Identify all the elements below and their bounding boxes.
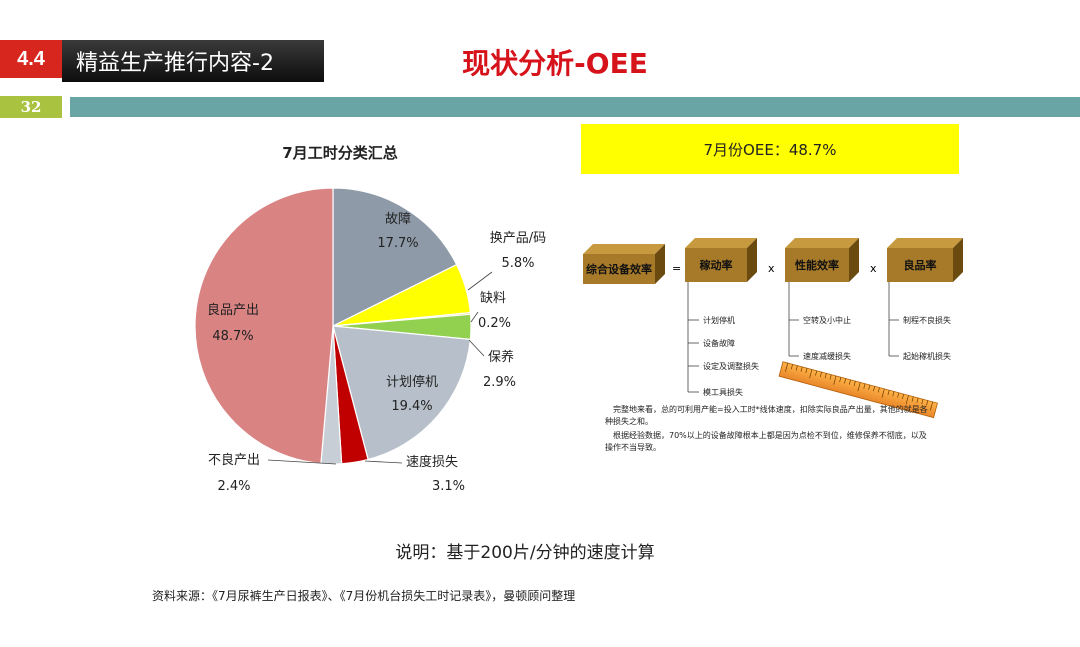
multiply-sign-2: x	[870, 262, 877, 275]
availability-item: 模工具损失	[703, 387, 743, 397]
page-title: 现状分析-OEE	[462, 47, 648, 80]
ruler-tick	[839, 377, 842, 383]
ruler-tick	[905, 395, 909, 405]
ruler-tick	[911, 396, 914, 402]
ruler-tick	[824, 373, 827, 379]
ruler-tick	[892, 391, 895, 397]
note-line: 根据经验数据，70%以上的设备故障根本上都是因为点检不到位，维修保养不彻底，以及	[613, 430, 927, 440]
oee-formula-diagram: 综合设备效率 = 稼动率 x 性能效率 x 良品率 计划停机 设备故障	[583, 238, 963, 452]
ruler-tick	[921, 399, 924, 405]
pie-slice	[332, 187, 458, 327]
leader-line	[267, 459, 337, 465]
oee-box: 综合设备效率	[583, 244, 665, 284]
quality-box-label: 良品率	[904, 258, 937, 272]
quality-item: 制程不良损失	[903, 315, 951, 325]
slice-value-label: 0.2%	[478, 316, 511, 331]
ruler-tick	[916, 397, 919, 403]
ruler-tick	[868, 384, 871, 390]
slice-value-label: 17.7%	[377, 236, 418, 251]
leader-line	[468, 339, 485, 357]
performance-box: 性能效率	[785, 238, 859, 282]
section-number-badge: 4.4	[0, 40, 62, 78]
slice-value-label: 48.7%	[212, 329, 253, 344]
source-text: 资料来源：《7月尿裤生产日报表》、《7月份机台损失工时记录表》，曼顿顾问整理	[152, 589, 576, 603]
slice-value-label: 19.4%	[391, 399, 432, 414]
ruler-image	[778, 361, 938, 419]
ruler-tick	[809, 369, 813, 379]
availability-box: 稼动率	[685, 238, 757, 282]
ruler-tick	[790, 364, 793, 370]
leader-line	[470, 311, 479, 323]
leader-line	[467, 271, 493, 291]
slice-name-label: 计划停机	[386, 374, 438, 390]
chart-title: 7月工时分类汇总	[282, 144, 398, 162]
section-title-bar: 精益生产推行内容-2	[62, 40, 324, 82]
pie-slice	[332, 325, 472, 461]
leader-line	[364, 460, 403, 464]
performance-box-label: 性能效率	[795, 258, 839, 272]
slice-name-label: 故障	[385, 212, 411, 227]
performance-item: 空转及小中止	[803, 315, 851, 325]
note-line: 操作不当导致。	[605, 442, 661, 452]
ruler-tick	[800, 366, 803, 372]
pie-chart: 故障 17.7% 换产品/码 5.8% 缺料 0.2% 保养 2.9% 计划停机 19.4% 速度损…	[194, 187, 546, 494]
ruler-tick	[926, 400, 929, 406]
explanation-text: 说明：基于200片/分钟的速度计算	[395, 543, 655, 563]
availability-item: 设备故障	[703, 338, 735, 348]
performance-item: 速度减缓损失	[803, 351, 851, 361]
slice-value-label: 3.1%	[432, 479, 465, 494]
slice-name-label: 速度损失	[406, 454, 458, 470]
note-line: 种损失之和。	[605, 416, 653, 426]
equals-sign: =	[672, 262, 681, 275]
slice-name-label: 缺料	[480, 291, 506, 306]
ruler-tick	[902, 393, 905, 399]
slice-value-label: 2.4%	[217, 479, 250, 494]
page-number: 32	[0, 96, 62, 118]
ruler-tick	[815, 370, 818, 376]
quality-box: 良品率	[887, 238, 963, 282]
ruler-tick	[819, 371, 822, 377]
ruler-tick	[853, 381, 856, 387]
availability-box-label: 稼动率	[700, 258, 733, 272]
ruler-tick	[887, 390, 890, 396]
slice-name-label: 换产品/码	[490, 231, 546, 246]
ruler-tick	[844, 378, 847, 384]
ruler-tick	[877, 387, 880, 393]
ruler-tick	[829, 374, 832, 380]
oee-summary-box: 7月份OEE：48.7%	[581, 124, 959, 174]
note-line: 完整地来看，总的可利用产能=投入工时*线体速度，扣除实际良品产出量，其他的就是各	[613, 404, 928, 414]
availability-item: 设定及调整损失	[703, 361, 759, 371]
slice-name-label: 良品产出	[207, 302, 259, 318]
header-divider	[70, 97, 1080, 117]
ruler-tick	[863, 383, 866, 389]
ruler-tick	[785, 362, 789, 372]
multiply-sign-1: x	[768, 262, 775, 275]
ruler-tick	[929, 401, 933, 411]
ruler-tick	[795, 365, 798, 371]
ruler-tick	[881, 388, 885, 398]
ruler-tick	[873, 386, 876, 392]
pie-slice	[194, 187, 334, 465]
availability-item: 计划停机	[703, 315, 735, 325]
ruler-tick	[857, 382, 861, 392]
ruler-tick	[805, 368, 808, 374]
slice-value-label: 2.9%	[483, 375, 516, 390]
ruler-tick	[848, 379, 851, 385]
ruler-tick	[833, 375, 837, 385]
oee-box-label: 综合设备效率	[586, 262, 652, 276]
slice-value-label: 5.8%	[501, 256, 534, 271]
quality-item: 起始稼机损失	[903, 351, 951, 361]
slice-name-label: 保养	[488, 349, 514, 365]
slice-name-label: 不良产出	[208, 452, 260, 468]
ruler-tick	[897, 392, 900, 398]
